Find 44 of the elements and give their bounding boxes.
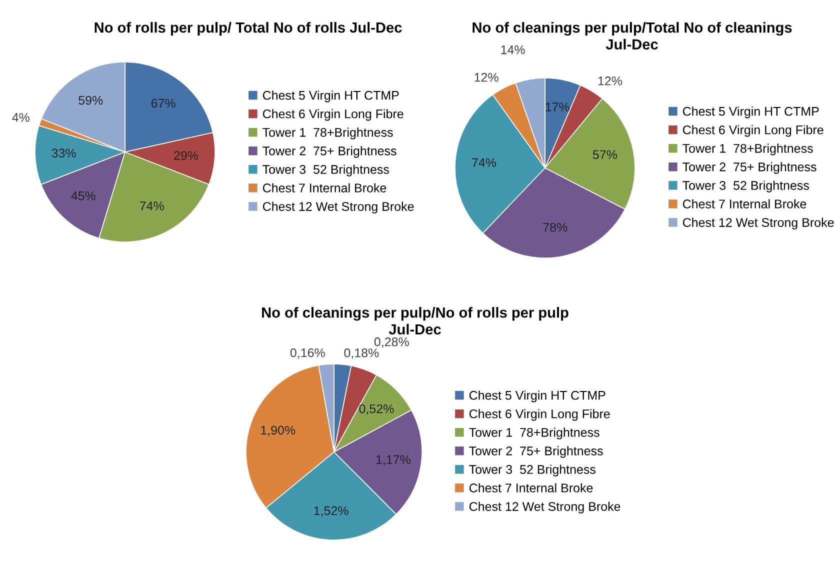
legend-label: Chest 5 Virgin HT CTMP (262, 90, 399, 102)
chart-title: No of rolls per pulp/ Total No of rolls Jul-Dec (94, 22, 402, 36)
data-label: 59% (78, 96, 103, 105)
legend-label: Tower 2 75+ Brightness (469, 446, 603, 458)
data-label: 1,52% (314, 506, 348, 517)
data-label: 74% (140, 202, 164, 210)
legend-label: Tower 2 75+ Brightness (262, 146, 396, 158)
legend-label: Chest 12 Wet Strong Broke (262, 202, 414, 214)
data-label: 74% (472, 158, 496, 167)
data-label: 1,17% (376, 455, 410, 466)
data-label: 0,18% (344, 348, 379, 359)
data-label: 29% (174, 151, 198, 160)
legend-label: Tower 3 52 Brightness (682, 180, 810, 192)
data-label: 12% (474, 72, 498, 82)
legend-label: Tower 3 52 Brightness (469, 464, 596, 476)
legend-label: Tower 1 78+Brightness (682, 144, 813, 156)
legend-label: Chest 6 Virgin Long Fibre (682, 125, 824, 137)
legend-label: Chest 5 Virgin HT CTMP (469, 390, 606, 402)
data-label: 17% (546, 102, 570, 112)
data-label: 12% (598, 76, 622, 86)
legend-label: Tower 3 52 Brightness (262, 164, 390, 176)
data-label: 78% (543, 222, 568, 232)
chart-title: No of cleanings per pulp/No of rolls per pulp Jul-Dec (262, 307, 568, 335)
data-label: 1,90% (261, 426, 296, 436)
legend-label: Chest 12 Wet Strong Broke (469, 502, 620, 514)
legend-label: Chest 7 Internal Broke (682, 199, 806, 208)
legend-label: Chest 12 Wet Strong Broke (682, 218, 834, 230)
legend-label: Chest 6 Virgin Long Fibre (469, 409, 610, 421)
legend-label: Tower 1 78+Brightness (469, 428, 600, 440)
data-label: 67% (151, 98, 176, 108)
legend-label: Chest 7 Internal Broke (469, 483, 593, 492)
data-label: 0,28% (374, 337, 409, 348)
legend-label: Chest 7 Internal Broke (262, 183, 386, 192)
data-label: 57% (592, 150, 618, 160)
legend-label: Tower 1 78+Brightness (262, 128, 393, 140)
data-label: 4% (12, 113, 30, 122)
legend-label: Tower 2 75+ Brightness (682, 162, 816, 174)
data-label: 0,16% (290, 348, 325, 359)
data-label: 14% (501, 45, 525, 54)
data-label: 0,52% (359, 404, 394, 415)
data-label: 33% (52, 148, 76, 158)
data-label: 45% (71, 191, 96, 200)
legend-label: Chest 5 Virgin HT CTMP (682, 106, 819, 118)
legend-label: Chest 6 Virgin Long Fibre (262, 109, 404, 121)
